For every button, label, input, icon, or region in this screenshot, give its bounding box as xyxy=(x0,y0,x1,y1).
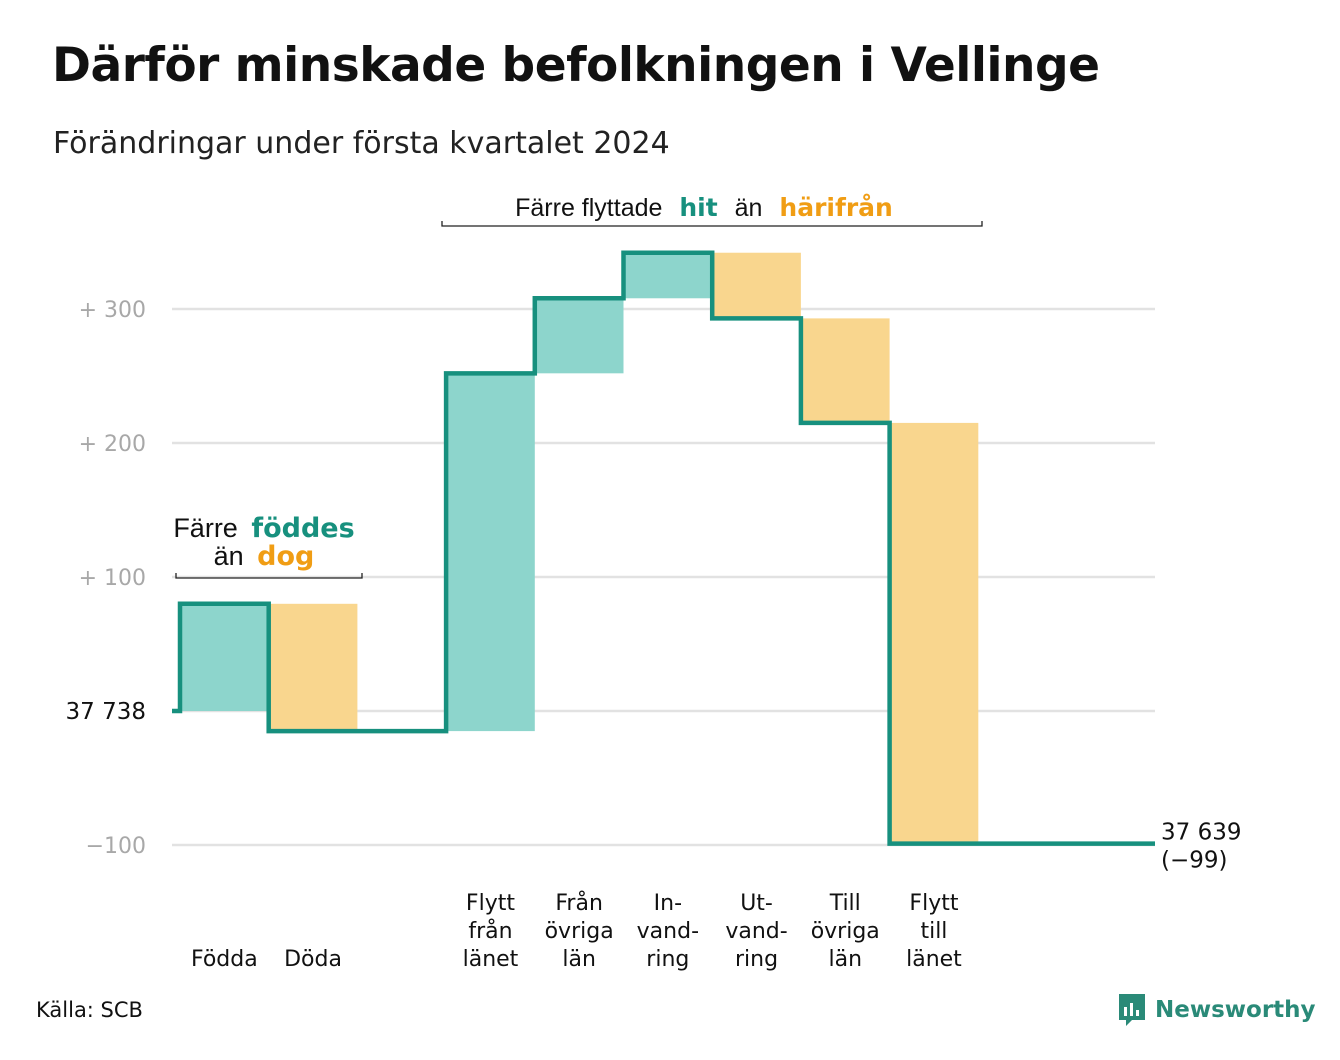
category-label: länet xyxy=(906,947,962,972)
bar-7 xyxy=(889,422,979,844)
bar-2 xyxy=(446,373,535,732)
births-annotation-text-1: Färre xyxy=(173,513,238,543)
newsworthy-logo-text: Newsworthy xyxy=(1155,997,1316,1023)
category-label: Flytt xyxy=(909,891,958,916)
chart-subtitle: Förändringar under första kvartalet 2024 xyxy=(53,126,670,161)
category-label: övriga xyxy=(545,919,614,944)
births-annotation-highlight-died: dog xyxy=(257,541,314,572)
end-change-label: (−99) xyxy=(1161,848,1227,874)
births-annotation-bracket xyxy=(175,573,363,579)
category-label: Till xyxy=(829,891,861,916)
y-tick-label: −100 xyxy=(86,834,146,859)
moves-annotation-highlight-here: hit xyxy=(679,193,717,222)
bar-5 xyxy=(712,252,801,319)
svg-text:än dog: än dog xyxy=(214,541,315,572)
bar-0 xyxy=(180,603,269,711)
category-label: övriga xyxy=(811,919,880,944)
category-label: län xyxy=(562,947,596,972)
chart-title: Därför minskade befolkningen i Vellinge xyxy=(52,38,1100,93)
category-label: vand- xyxy=(725,919,787,944)
start-value-label: 37 738 xyxy=(66,699,146,725)
bar-6 xyxy=(800,318,890,423)
bar-3 xyxy=(534,298,624,374)
newsworthy-logo: Newsworthy xyxy=(1117,992,1316,1028)
y-tick-label: + 300 xyxy=(79,298,146,323)
births-annotation: Färre föddes än dog xyxy=(173,513,363,579)
grid-lines xyxy=(172,307,1155,847)
category-label: län xyxy=(828,947,862,972)
category-label: till xyxy=(920,919,947,944)
step-line-layer xyxy=(172,250,1155,846)
bars xyxy=(180,252,979,844)
moves-annotation: Färre flyttade hit än härifrån xyxy=(441,193,983,227)
births-annotation-highlight-born: föddes xyxy=(251,513,354,544)
source-note: Källa: SCB xyxy=(36,998,143,1022)
svg-text:Färre flyttade hit: Färre flyttade hit än härifrån xyxy=(515,193,893,222)
newsworthy-logo-icon xyxy=(1119,994,1145,1026)
category-label: ring xyxy=(735,947,778,972)
y-tick-label: + 200 xyxy=(79,432,146,457)
category-label: från xyxy=(468,918,512,944)
category-label: Ut- xyxy=(740,891,773,916)
end-value-label: 37 639 xyxy=(1161,820,1241,846)
category-label: länet xyxy=(463,947,519,972)
moves-annotation-highlight-away: härifrån xyxy=(779,193,892,222)
moves-annotation-bracket xyxy=(441,221,983,227)
moves-annotation-text-2: än xyxy=(735,194,763,222)
category-label: Flytt xyxy=(466,891,515,916)
category-label: vand- xyxy=(637,919,699,944)
svg-text:Färre föddes: Färre föddes xyxy=(173,513,354,544)
births-annotation-text-2: än xyxy=(214,541,244,571)
category-label: Från xyxy=(555,890,603,916)
category-label: Födda xyxy=(191,947,258,972)
category-label: Döda xyxy=(284,947,342,972)
category-label: ring xyxy=(646,947,689,972)
waterfall-step-line xyxy=(172,250,1155,846)
moves-annotation-text-1: Färre flyttade xyxy=(515,194,662,222)
y-tick-label: + 100 xyxy=(79,566,146,591)
category-label: In- xyxy=(654,891,682,916)
bar-1 xyxy=(268,603,358,732)
bar-4 xyxy=(623,252,713,299)
